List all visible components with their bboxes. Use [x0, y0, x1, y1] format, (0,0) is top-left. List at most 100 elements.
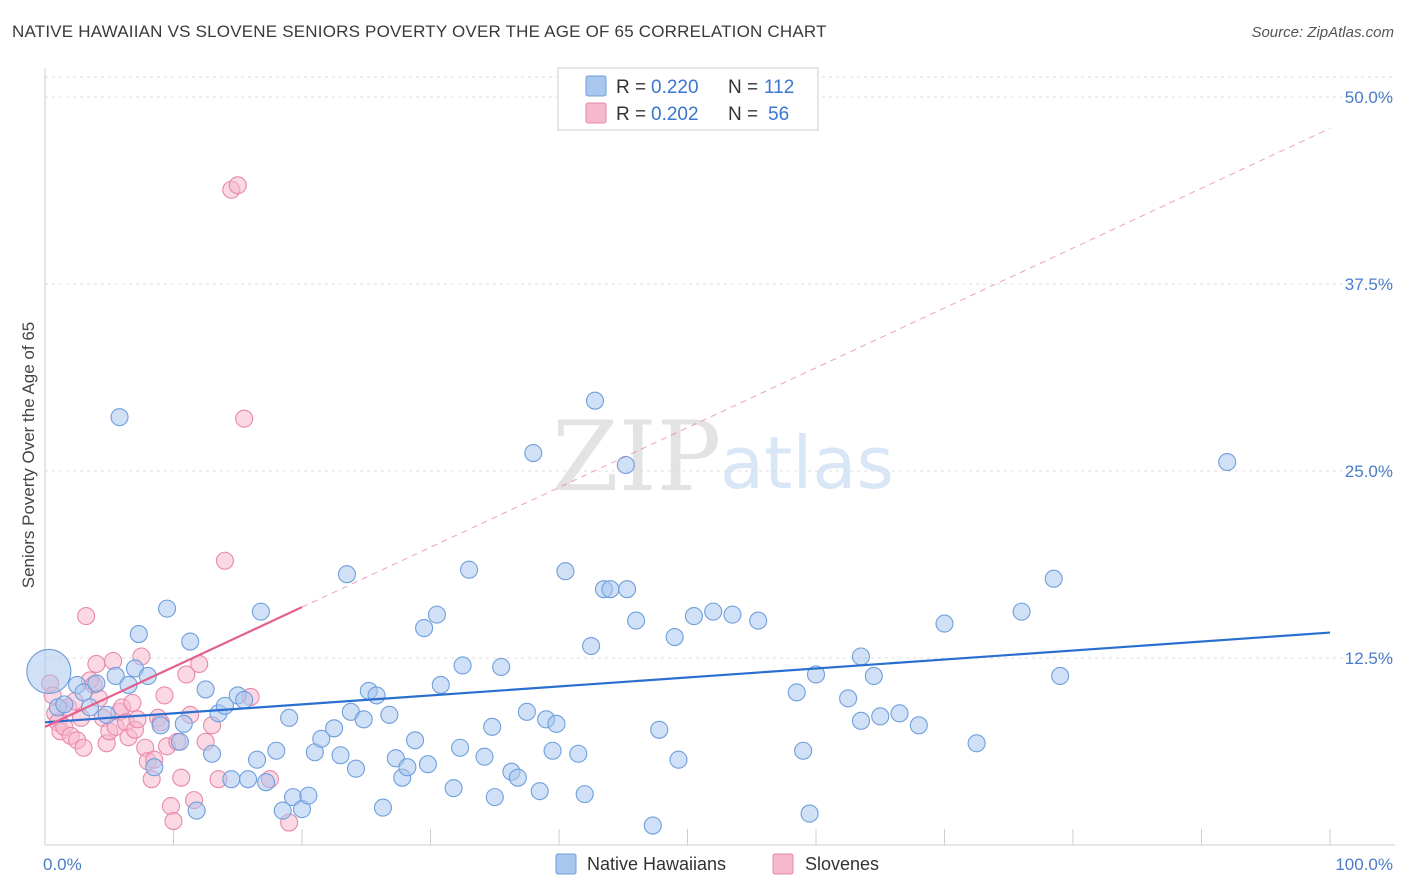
- native-hawaiians-point: [187, 801, 206, 820]
- native-hawaiians-point: [749, 611, 768, 630]
- native-hawaiians-point: [492, 657, 511, 677]
- native-hawaiians-point: [517, 702, 536, 721]
- native-hawaiians-point: [74, 683, 93, 702]
- native-hawaiians-point: [256, 773, 276, 792]
- native-hawaiians-point: [650, 720, 669, 739]
- native-hawaiians-point: [723, 605, 742, 624]
- source-label: Source: ZipAtlas.com: [1251, 24, 1394, 41]
- watermark-zip: ZIP: [552, 401, 721, 513]
- native-hawaiians-point: [331, 746, 350, 765]
- native-hawaiians-point: [483, 717, 502, 736]
- legend-swatch-blue: [585, 75, 607, 97]
- legend-n-value-pink: 56: [768, 104, 789, 125]
- top-legend: R = 0.220 N = 112 R = 0.202 N = 56: [557, 67, 819, 131]
- legend-n-label-pink: N =: [728, 104, 758, 125]
- native-hawaiians-point: [665, 628, 684, 647]
- native-hawaiians-point: [582, 636, 601, 656]
- native-hawaiians-point: [337, 565, 357, 584]
- native-hawaiians-point: [618, 580, 637, 599]
- bottom-legend-swatch-pink: [772, 853, 794, 875]
- axes: [44, 68, 1395, 846]
- native-hawaiians-point: [367, 686, 386, 705]
- native-hawaiians-point: [380, 705, 399, 724]
- native-hawaiians-point: [1218, 452, 1237, 472]
- slovenes-trend-extension: [301, 127, 1331, 608]
- y-tick-label-1: 25.0%: [1345, 462, 1393, 481]
- native-hawaiians-point: [203, 744, 222, 763]
- legend-r-label-blue: R =: [616, 77, 646, 98]
- native-hawaiians-point: [418, 755, 437, 774]
- tick-labels: 12.5% 25.0% 37.5% 50.0% 0.0% 100.0%: [43, 88, 1393, 874]
- native-hawaiians-point: [643, 816, 662, 835]
- native-hawaiians-point: [222, 770, 241, 789]
- native-hawaiians-point: [170, 732, 189, 751]
- native-hawaiians-point: [851, 711, 871, 730]
- native-hawaiians-point: [787, 683, 806, 702]
- native-hawaiians-point: [451, 738, 470, 757]
- native-hawaiians-point: [575, 785, 594, 804]
- bottom-legend-swatch-blue: [555, 853, 577, 875]
- legend-r-value-pink: 0.202: [651, 104, 699, 125]
- native-hawaiians-point: [247, 750, 267, 769]
- legend-n-value-blue: 112: [764, 77, 794, 98]
- native-hawaiians-point: [55, 695, 74, 714]
- native-hawaiians-point: [398, 758, 417, 777]
- y-tick-label-0: 12.5%: [1345, 649, 1393, 668]
- native-hawaiians-point: [1051, 666, 1070, 686]
- native-hawaiians-point: [585, 391, 605, 410]
- slovenes-points: [41, 176, 299, 832]
- x-tick-label-0: 0.0%: [43, 855, 82, 874]
- native-hawaiians-point: [453, 656, 472, 675]
- native-hawaiians-point: [851, 647, 871, 666]
- native-hawaiians-point: [684, 607, 703, 626]
- slovenes-point: [87, 654, 106, 674]
- native-hawaiians-point: [547, 714, 566, 733]
- native-hawaiians-point: [406, 731, 425, 750]
- native-hawaiians-point: [871, 707, 890, 726]
- slovenes-point: [177, 665, 196, 684]
- native-hawaiians-point: [556, 562, 575, 581]
- native-hawaiians-point: [800, 804, 819, 823]
- native-hawaiians-trend-line: [44, 631, 1331, 724]
- native-hawaiians-point: [601, 580, 620, 599]
- legend-r-label-pink: R =: [616, 104, 646, 125]
- native-hawaiians-point: [524, 443, 543, 463]
- native-hawaiians-point: [181, 632, 200, 651]
- native-hawaiians-point: [1044, 569, 1063, 588]
- legend-n-label-blue: N =: [728, 77, 758, 98]
- native-hawaiians-point: [864, 666, 883, 686]
- native-hawaiians-point: [935, 614, 954, 633]
- native-hawaiians-point: [299, 786, 318, 805]
- native-hawaiians-point: [459, 560, 479, 579]
- y-tick-label-2: 37.5%: [1345, 275, 1393, 294]
- native-hawaiians-point: [704, 602, 723, 621]
- native-hawaiians-point: [485, 788, 504, 807]
- slovenes-trend-line: [44, 606, 303, 728]
- native-hawaiians-point: [80, 698, 100, 717]
- bottom-legend: Native Hawaiians Slovenes: [555, 853, 879, 875]
- native-hawaiians-point: [569, 744, 588, 763]
- y-axis-label: Seniors Poverty Over the Age of 65: [19, 322, 38, 588]
- slovenes-point: [164, 812, 183, 831]
- slovenes-point: [104, 651, 123, 671]
- watermark-atlas: atlas: [720, 421, 894, 505]
- native-hawaiians-point: [145, 758, 164, 777]
- slovenes-point: [228, 176, 247, 195]
- native-hawaiians-point: [354, 710, 373, 729]
- native-hawaiians-point: [251, 602, 270, 621]
- native-hawaiians-point: [444, 779, 463, 798]
- native-hawaiians-point: [890, 704, 909, 723]
- x-tick-label-1: 100.0%: [1335, 855, 1393, 874]
- native-hawaiians-point: [794, 741, 813, 760]
- native-hawaiians-point: [267, 741, 286, 760]
- legend-r-value-blue: 0.220: [651, 77, 699, 98]
- bottom-legend-label-slovenes: Slovenes: [805, 854, 879, 874]
- native-hawaiians-point: [627, 611, 646, 630]
- native-hawaiians-point: [87, 674, 106, 693]
- native-hawaiians-point: [110, 408, 129, 427]
- native-hawaiians-point: [431, 675, 450, 694]
- native-hawaiians-point: [174, 714, 193, 733]
- slovenes-point: [172, 768, 191, 787]
- native-hawaiians-point: [475, 747, 494, 766]
